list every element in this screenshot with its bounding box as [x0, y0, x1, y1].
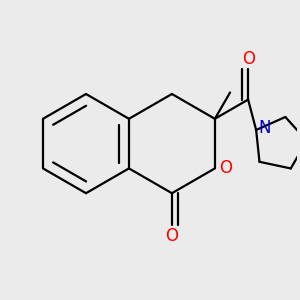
Text: N: N: [259, 119, 271, 137]
Text: O: O: [165, 227, 178, 245]
Text: O: O: [242, 50, 255, 68]
Text: O: O: [219, 159, 232, 177]
